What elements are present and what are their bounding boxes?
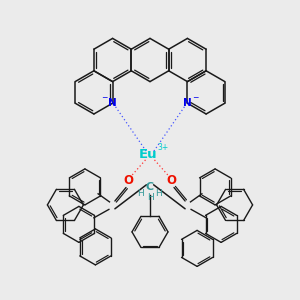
Text: −: − [193,93,199,102]
Text: N: N [108,98,117,108]
Text: H: H [138,189,144,198]
Text: H: H [156,189,162,198]
Text: −: − [101,93,107,102]
Text: O: O [167,174,177,188]
Text: O: O [123,174,134,188]
Text: N: N [183,98,192,108]
Text: Eu: Eu [139,148,158,161]
Text: H: H [147,194,153,202]
Text: C: C [146,182,154,192]
Text: 3+: 3+ [157,143,168,152]
